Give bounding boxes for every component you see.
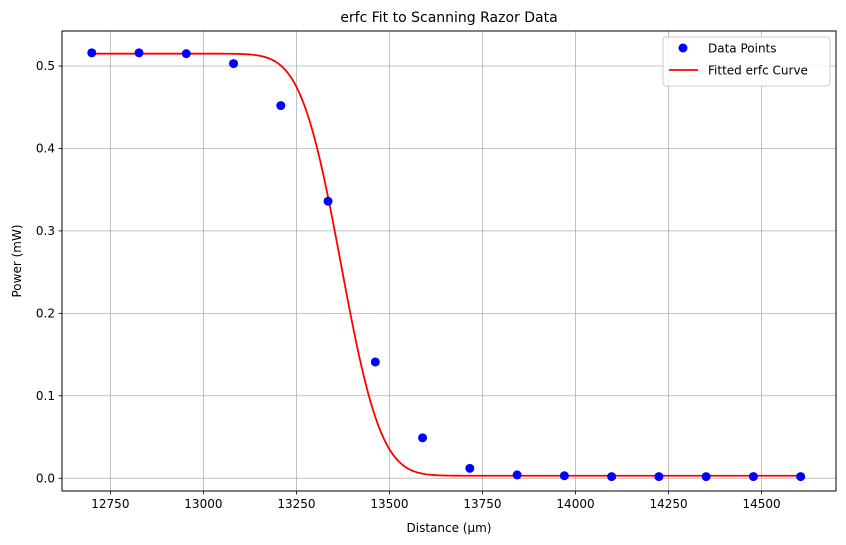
data-point — [276, 101, 286, 111]
grid — [62, 31, 836, 491]
x-tick-label: 12750 — [91, 497, 129, 511]
data-point — [370, 357, 380, 367]
axis-ticks: 12750 13000 13250 13500 13750 14000 14250 14500… — [36, 59, 781, 511]
x-tick-label: 14500 — [742, 497, 780, 511]
x-tick-label: 13750 — [463, 497, 501, 511]
fitted-curve-layer — [91, 52, 801, 477]
y-tick-label: 0.2 — [36, 307, 55, 321]
data-point — [559, 471, 569, 481]
y-tick-label: 0.0 — [36, 471, 55, 485]
legend: Data Points Fitted erfc Curve — [662, 36, 831, 87]
data-points-layer — [87, 48, 806, 482]
data-point — [465, 463, 475, 473]
data-point — [418, 433, 428, 443]
data-point — [87, 48, 97, 58]
y-tick-label: 0.1 — [36, 389, 55, 403]
data-point — [796, 472, 806, 482]
plot-frame — [61, 30, 837, 492]
y-axis-label: Power (mW) — [10, 224, 24, 297]
x-tick-label: 14000 — [556, 497, 594, 511]
data-point — [134, 48, 144, 58]
data-point — [701, 472, 711, 482]
data-point — [607, 472, 617, 482]
legend-label-fitted-curve: Fitted erfc Curve — [708, 64, 808, 78]
legend-box — [662, 36, 831, 87]
data-point — [512, 470, 522, 480]
data-point — [323, 196, 333, 206]
legend-marker-data-points — [678, 43, 688, 53]
y-tick-label: 0.4 — [36, 142, 55, 156]
chart-title: erfc Fit to Scanning Razor Data — [340, 10, 557, 26]
x-tick-label: 14250 — [649, 497, 687, 511]
x-tick-label: 13500 — [370, 497, 408, 511]
x-tick-label: 13000 — [184, 497, 222, 511]
data-point — [748, 472, 758, 482]
data-point — [229, 59, 239, 69]
x-tick-label: 13250 — [277, 497, 315, 511]
y-tick-label: 0.3 — [36, 224, 55, 238]
data-point — [181, 49, 191, 59]
data-point — [654, 472, 664, 482]
fitted-erfc-curve — [91, 52, 801, 477]
y-tick-label: 0.5 — [36, 59, 55, 73]
x-axis-label: Distance (μm) — [407, 521, 492, 535]
legend-label-data-points: Data Points — [708, 42, 777, 56]
